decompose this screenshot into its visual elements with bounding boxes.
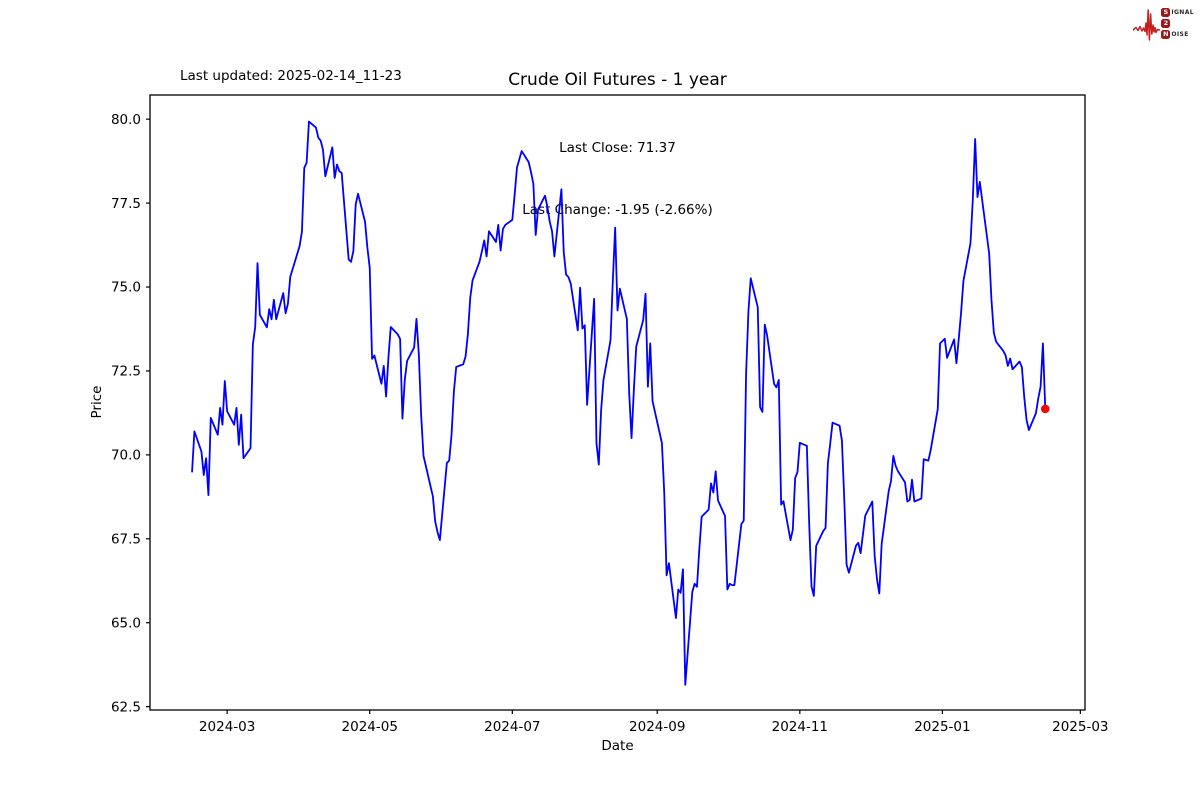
waveform-icon [1133,9,1161,41]
last-close-text: Last Close: 71.37 [559,140,676,156]
y-tick-label: 75.0 [111,280,141,296]
last-updated-text: Last updated: 2025-02-14_11-23 [180,68,402,84]
last-close-marker [1040,404,1050,414]
plot-frame [149,94,1086,711]
y-axis-label: Price [89,385,105,419]
y-tick-label: 72.5 [111,364,141,380]
y-tick-label: 62.5 [111,699,141,715]
price-series-line [191,120,1047,686]
logo-box-n: N [1161,29,1171,39]
x-tick-label: 2025-01 [914,719,970,735]
x-tick-label: 2025-03 [1052,719,1108,735]
last-change-text: Last Change: -1.95 (-2.66%) [522,201,713,218]
logo-box-2: 2 [1161,18,1171,28]
logo-box-s: S [1161,7,1171,17]
logo-row-2: 2 [1161,18,1194,28]
logo-row-signal: S IGNAL [1161,7,1194,17]
signal2noise-logo: S IGNAL 2 N OISE [1133,4,1194,42]
logo-text: S IGNAL 2 N OISE [1161,7,1194,39]
x-tick-label: 2024-05 [342,719,398,735]
chart-annotation: Last Close: 71.37 Last Change: -1.95 (-2… [150,97,1085,261]
x-tick-label: 2024-07 [484,719,540,735]
x-axis-label: Date [601,738,634,754]
page-title: Crude Oil Futures - 1 year [508,70,727,90]
x-tick-label: 2024-09 [629,719,685,735]
y-tick-label: 65.0 [111,615,141,631]
logo-row-noise: N OISE [1161,29,1189,39]
y-tick-label: 77.5 [111,196,141,212]
y-tick-label: 67.5 [111,531,141,547]
x-tick-label: 2024-03 [199,719,255,735]
y-tick-label: 70.0 [111,448,141,464]
x-tick-label: 2024-11 [772,719,828,735]
y-tick-label: 80.0 [111,112,141,128]
